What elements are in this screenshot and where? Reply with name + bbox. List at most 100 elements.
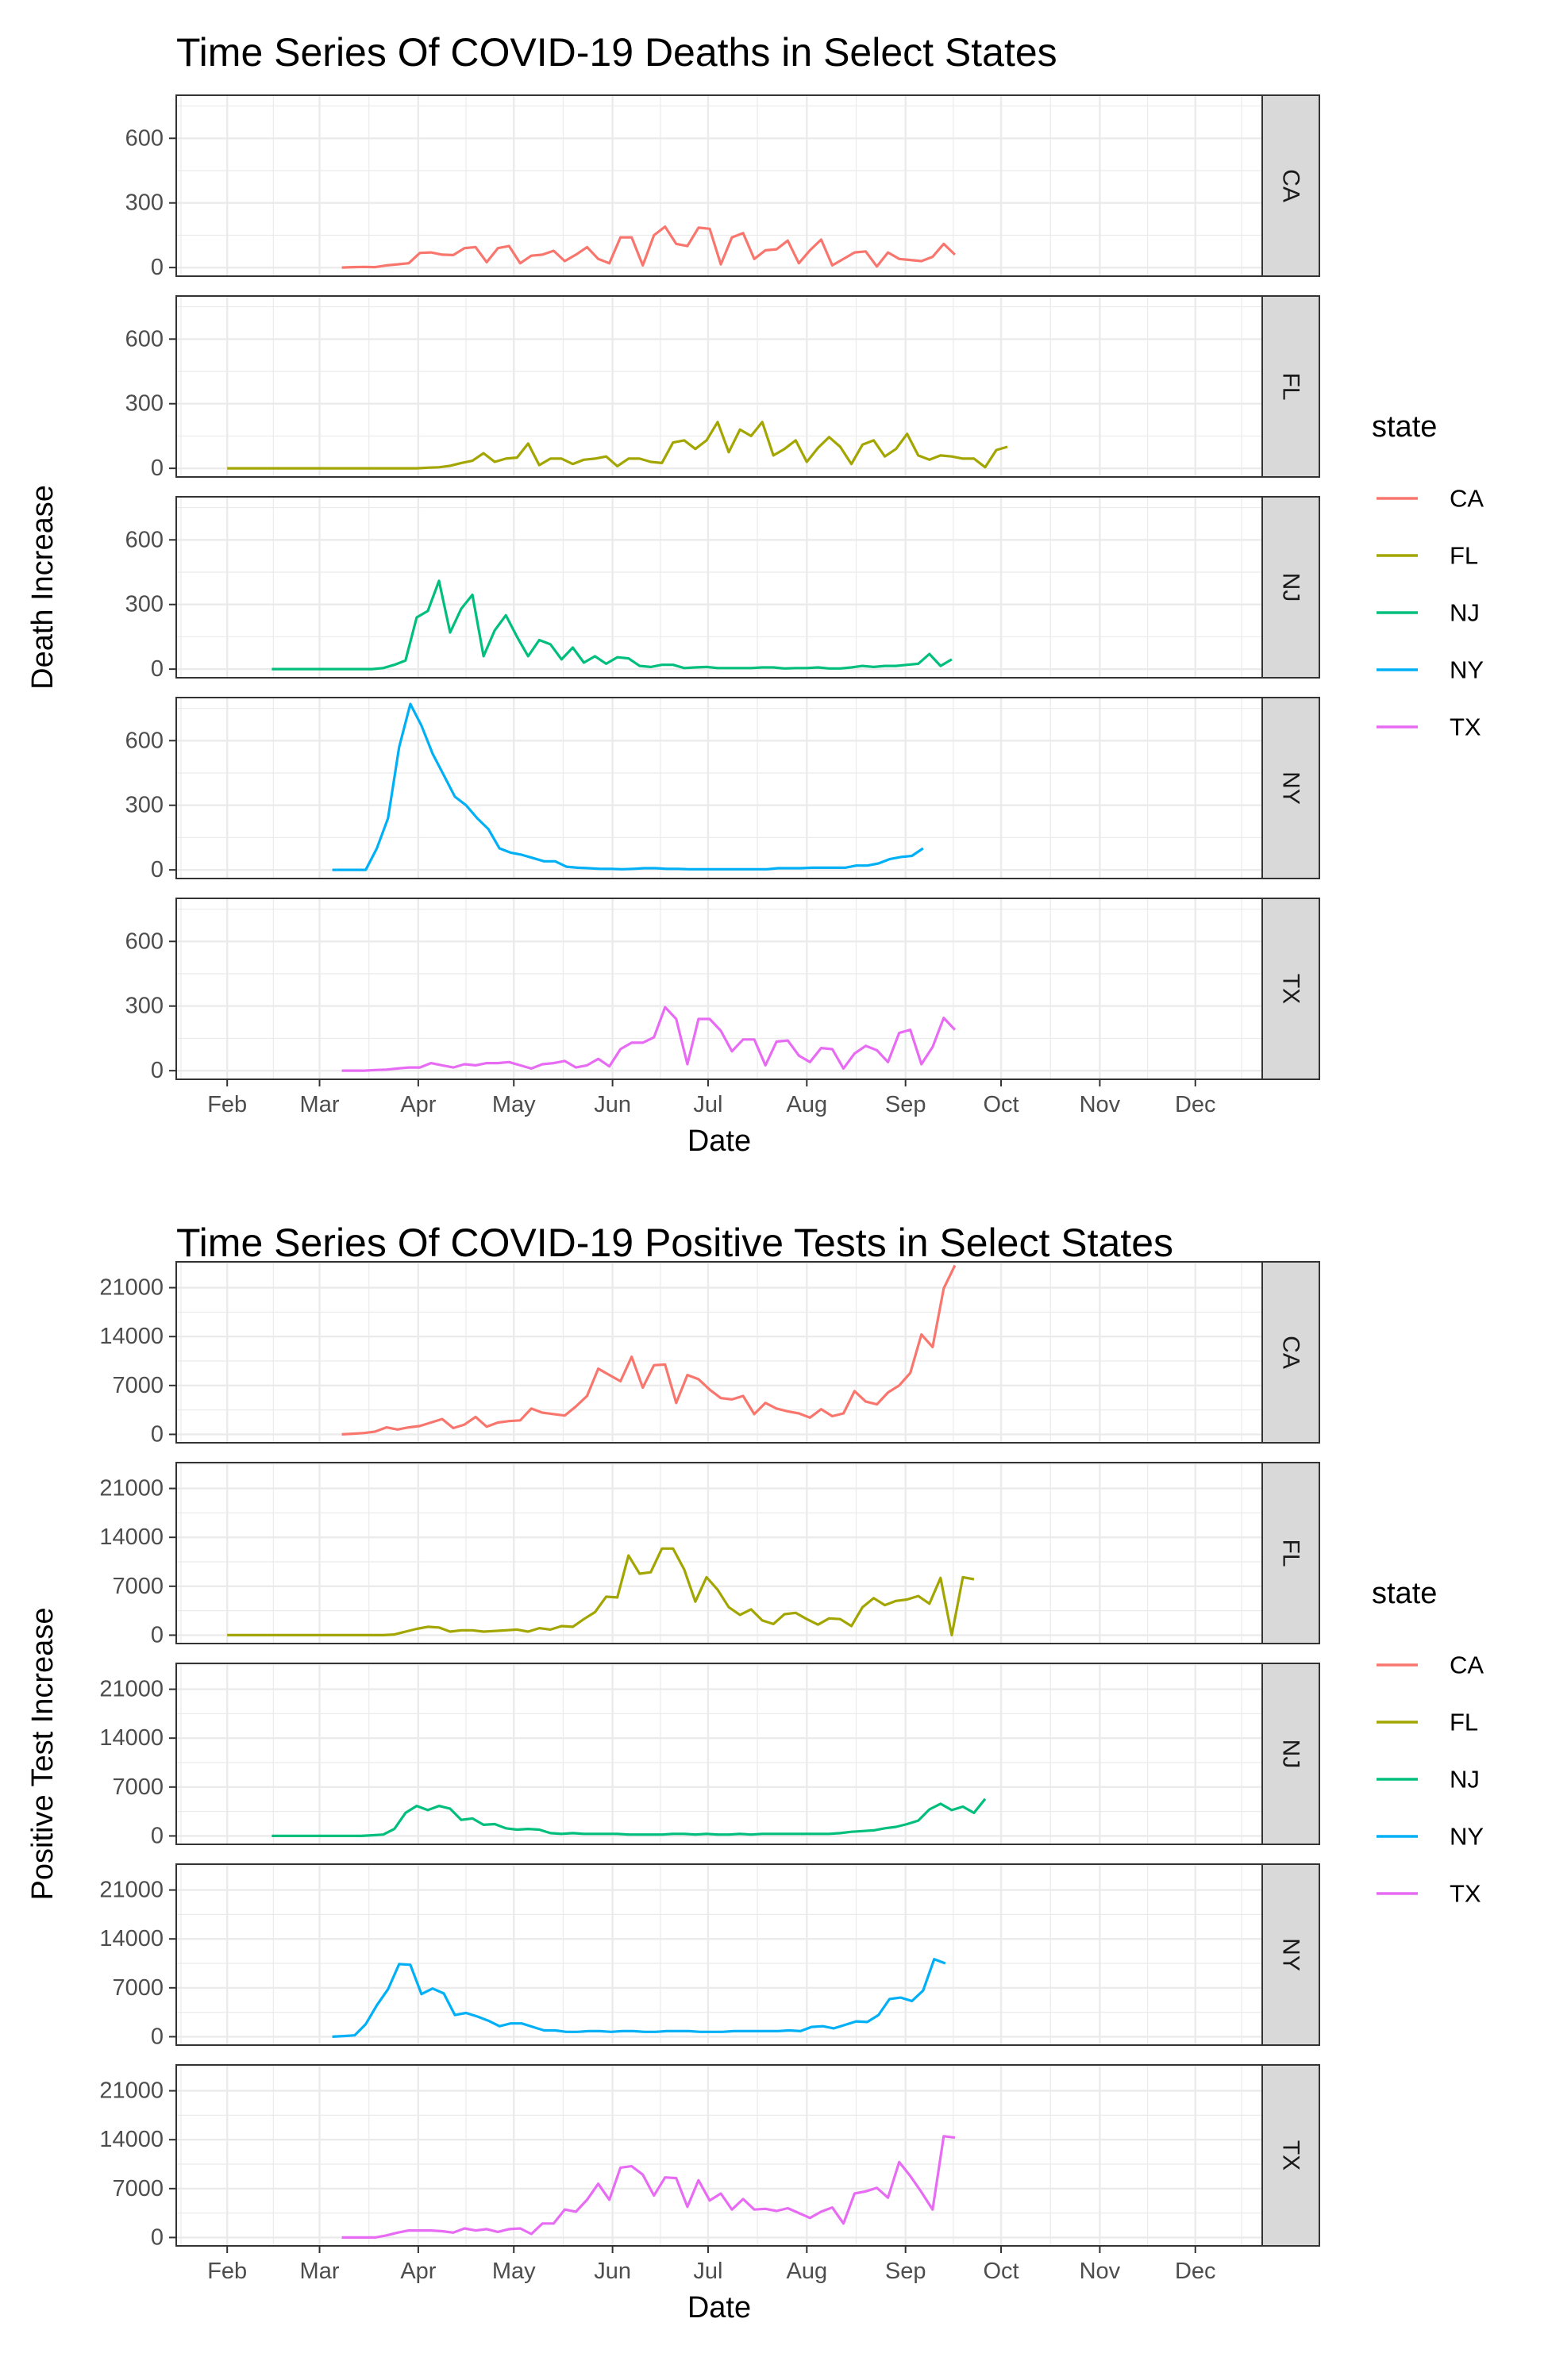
panel-background: [176, 1864, 1262, 2045]
y-tick-label: 21000: [99, 1275, 164, 1301]
y-tick-label: 0: [151, 1058, 164, 1083]
series-line-tx: [341, 1005, 957, 1072]
facet-strip: [1261, 94, 1320, 277]
x-tick-label: May: [492, 1092, 536, 1117]
facet-strip-label: NY: [1278, 1938, 1304, 1971]
x-tick-label: Dec: [1175, 1092, 1216, 1117]
y-axis-title: Death Increase: [26, 485, 60, 690]
x-tick-label: Sep: [885, 2259, 926, 2284]
facet-strip: [1261, 295, 1320, 478]
legend-label-ca: CA: [1450, 485, 1484, 513]
legend-label-ca: CA: [1450, 1651, 1484, 1679]
y-tick-label: 7000: [112, 2176, 164, 2201]
x-tick-label: Nov: [1080, 1092, 1121, 1117]
legend-label-tx: TX: [1450, 1880, 1481, 1908]
y-tick-label: 14000: [99, 2127, 164, 2152]
panel-background: [176, 1262, 1262, 1443]
y-tick-label: 0: [151, 2224, 164, 2250]
facet-strip: [1261, 1663, 1320, 1845]
y-tick-label: 21000: [99, 1878, 164, 1903]
legend: state CA FL NJ NY TX: [1372, 1577, 1484, 1908]
y-tick-label: 14000: [99, 1725, 164, 1751]
y-tick-label: 0: [151, 255, 164, 280]
y-tick-label: 7000: [112, 1774, 164, 1800]
x-axis-title: Date: [687, 2291, 751, 2324]
series-line-ny: [332, 702, 924, 871]
series-line-ca: [341, 1264, 957, 1436]
facet-strip-label: CA: [1278, 169, 1304, 202]
facet-strip-label: TX: [1278, 974, 1304, 1004]
y-tick-label: 300: [125, 793, 164, 818]
y-tick-label: 600: [125, 929, 164, 954]
y-tick-label: 600: [125, 728, 164, 753]
legend-label-ny: NY: [1450, 1823, 1484, 1851]
series-line-nj: [271, 579, 953, 671]
facet-strip: [1261, 2064, 1320, 2247]
y-tick-label: 14000: [99, 1525, 164, 1550]
y-tick-label: 0: [151, 2024, 164, 2049]
x-tick-label: Aug: [787, 2259, 828, 2284]
y-tick-label: 300: [125, 190, 164, 216]
facet-strip: [1261, 898, 1320, 1080]
facet-strip-label: FL: [1278, 1539, 1304, 1567]
facet-strip-label: FL: [1278, 372, 1304, 400]
facet-strip-label: NY: [1278, 771, 1304, 805]
facet-panel-ny: NY 0 300 600: [125, 697, 1320, 882]
x-axis-title: Date: [687, 1125, 751, 1158]
x-tick-label: Feb: [207, 1092, 247, 1117]
facet-strip-label: NJ: [1278, 1740, 1304, 1769]
y-tick-label: 0: [151, 1421, 164, 1447]
y-tick-label: 21000: [99, 1476, 164, 1501]
x-tick-label: Apr: [400, 1092, 436, 1117]
facet-strip: [1261, 1462, 1320, 1644]
x-tick-label: Feb: [207, 2259, 247, 2284]
y-tick-label: 14000: [99, 1324, 164, 1349]
panel-background: [176, 296, 1262, 477]
y-tick-label: 7000: [112, 1574, 164, 1599]
y-tick-label: 21000: [99, 2078, 164, 2104]
x-tick-label: Mar: [300, 1092, 340, 1117]
legend-label-tx: TX: [1450, 713, 1481, 741]
chart-title: Time Series Of COVID-19 Deaths in Select…: [176, 30, 1057, 75]
legend-label-fl: FL: [1450, 542, 1478, 570]
series-line-nj: [271, 1797, 987, 1837]
legend-label-ny: NY: [1450, 656, 1484, 684]
x-tick-label: Oct: [983, 2259, 1019, 2284]
x-tick-label: Apr: [400, 2259, 436, 2284]
facet-strip: [1261, 697, 1320, 879]
legend-title: state: [1372, 1577, 1437, 1610]
series-line-ny: [332, 1958, 946, 2038]
y-tick-label: 0: [151, 1823, 164, 1848]
facet-strip-label: CA: [1278, 1336, 1304, 1369]
facet-strip: [1261, 1863, 1320, 2046]
y-tick-label: 300: [125, 994, 164, 1019]
y-tick-label: 14000: [99, 1926, 164, 1951]
panel-background: [176, 1463, 1262, 1644]
facet-panel-fl: FL 0 300 600: [125, 295, 1320, 481]
y-tick-label: 0: [151, 656, 164, 682]
x-tick-label: Dec: [1175, 2259, 1216, 2284]
legend-label-fl: FL: [1450, 1709, 1478, 1736]
legend-label-nj: NJ: [1450, 599, 1480, 627]
legend-label-nj: NJ: [1450, 1766, 1480, 1794]
series-line-ca: [341, 225, 957, 269]
x-tick-label: Oct: [983, 1092, 1019, 1117]
x-tick-label: Jun: [594, 1092, 631, 1117]
y-tick-label: 600: [125, 326, 164, 352]
y-tick-label: 7000: [112, 1975, 164, 2001]
facet-panel-ca: CA 0 300 600: [125, 94, 1320, 280]
facet-panel-nj: NJ 0 7000 14000 21000: [99, 1663, 1320, 1848]
x-tick-label: Jul: [693, 2259, 722, 2284]
facet-strip: [1261, 496, 1320, 679]
panel-background: [176, 95, 1262, 276]
panel-background: [176, 898, 1262, 1079]
chart-2: Time Series Of COVID-19 Positive Tests i…: [26, 1221, 1484, 2324]
x-tick-label: Jun: [594, 2259, 631, 2284]
panel-background: [176, 497, 1262, 678]
y-tick-label: 7000: [112, 1373, 164, 1398]
y-tick-label: 300: [125, 391, 164, 417]
panel-background: [176, 698, 1262, 879]
y-tick-label: 600: [125, 527, 164, 552]
series-line-fl: [227, 421, 1008, 470]
x-tick-label: May: [492, 2259, 536, 2284]
